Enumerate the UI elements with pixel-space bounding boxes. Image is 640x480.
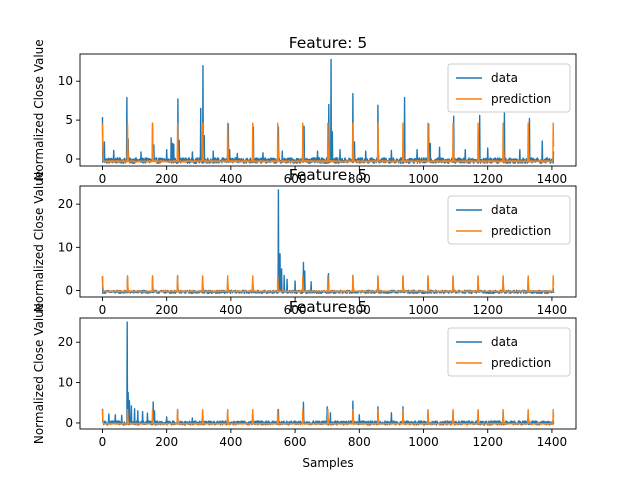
- legend-box: [447, 195, 571, 245]
- x-tick-label: 400: [219, 435, 242, 449]
- x-tick-label: 800: [348, 172, 371, 186]
- x-tick-label: 0: [99, 172, 107, 186]
- x-tick-label: 1400: [537, 435, 568, 449]
- legend-box: [447, 327, 571, 377]
- chart-title: Feature: 5: [289, 166, 368, 184]
- x-tick-label: 1000: [408, 435, 439, 449]
- x-tick-label: 1200: [472, 303, 503, 317]
- legend-label-data: data: [491, 335, 518, 349]
- chart-panel-3: 0 200 400 600 800 1000 1200 1400 0 10 20 Feature: 5…: [32, 298, 577, 449]
- x-tick-label: 600: [284, 303, 307, 317]
- y-tick-label: 20: [58, 197, 73, 211]
- y-tick-label: 5: [65, 113, 73, 127]
- legend-label-data: data: [491, 71, 518, 85]
- x-tick-label: 400: [219, 303, 242, 317]
- y-tick-label: 0: [65, 284, 73, 298]
- x-tick-label: 0: [99, 303, 107, 317]
- series-line-prediction: [101, 122, 555, 163]
- legend-label-prediction: prediction: [491, 356, 551, 370]
- chart-panel-1: 0 200 400 600 800 1000 1200 1400 0 5 10 Feature: 5 N…: [32, 34, 577, 186]
- legend: data prediction: [447, 195, 571, 245]
- y-axis-label: Normalized Close Value: [32, 171, 46, 312]
- y-tick-label: 0: [65, 152, 73, 166]
- x-tick-label: 0: [99, 435, 107, 449]
- x-tick-label: 600: [284, 172, 307, 186]
- y-tick-label: 10: [58, 376, 73, 390]
- axes-frame: [79, 317, 577, 430]
- x-tick-label: 200: [155, 435, 178, 449]
- y-axis-label: Normalized Close Value: [32, 39, 46, 180]
- series-line-prediction: [101, 275, 555, 293]
- legend-label-prediction: prediction: [491, 92, 551, 106]
- y-axis-label: Normalized Close Value: [32, 303, 46, 444]
- legend: data prediction: [447, 63, 571, 113]
- chart-panel-2: 0 200 400 600 800 1000 1200 1400 0 10 20 Feature: 5…: [32, 166, 577, 317]
- y-tick-label: 20: [58, 335, 73, 349]
- x-tick-label: 600: [284, 435, 307, 449]
- legend: data prediction: [447, 327, 571, 377]
- legend-box: [447, 63, 571, 113]
- x-tick-label: 1400: [537, 303, 568, 317]
- x-tick-label: 800: [348, 435, 371, 449]
- axes-frame: [79, 53, 577, 167]
- x-axis-label: Samples: [302, 456, 353, 470]
- x-tick-label: 1400: [537, 172, 568, 186]
- x-tick-label: 1200: [472, 172, 503, 186]
- legend-label-prediction: prediction: [491, 224, 551, 238]
- x-tick-label: 200: [155, 172, 178, 186]
- x-tick-label: 1000: [408, 303, 439, 317]
- y-tick-label: 10: [58, 240, 73, 254]
- x-tick-label: 1200: [472, 435, 503, 449]
- x-tick-label: 400: [219, 172, 242, 186]
- x-tick-label: 1000: [408, 172, 439, 186]
- x-tick-label: 800: [348, 303, 371, 317]
- chart-title: Feature: 5: [289, 34, 368, 52]
- chart-title: Feature: 5: [289, 298, 368, 316]
- y-tick-label: 10: [58, 74, 73, 88]
- series-line-prediction: [101, 408, 555, 425]
- axes-frame: [79, 185, 577, 298]
- x-tick-label: 200: [155, 303, 178, 317]
- y-tick-label: 0: [65, 416, 73, 430]
- legend-label-data: data: [491, 203, 518, 217]
